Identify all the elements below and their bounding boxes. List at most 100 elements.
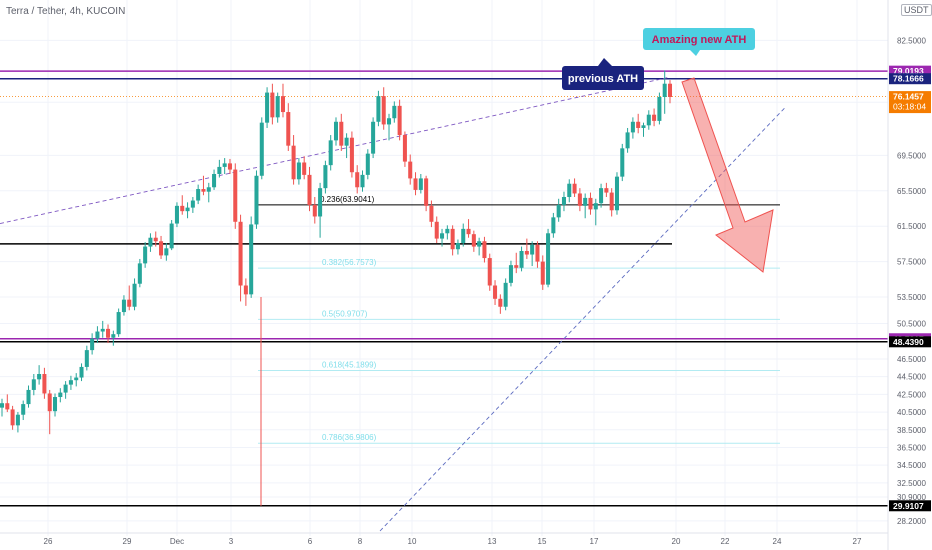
price-label-bg [889,91,931,114]
candle [625,127,630,153]
candle [90,333,95,355]
candle-body [280,96,285,113]
candle [482,236,487,263]
candle [614,172,619,215]
candle [180,195,185,215]
candle [424,175,429,212]
candle [445,225,450,240]
candle [243,278,248,306]
x-tick-label: 20 [672,537,681,546]
candle-body [471,234,476,247]
candle-body [482,241,487,259]
y-tick-label: 82.5000 [897,36,926,45]
x-tick-label: 29 [123,537,132,546]
candle-body [212,173,217,188]
callout-text: Amazing new ATH [652,34,747,46]
candle [344,133,349,159]
candle-body [153,237,158,242]
candle-body [662,83,667,97]
candle [21,400,26,421]
currency-badge[interactable]: USDT [901,4,932,16]
candle-body [355,172,360,188]
candle [318,182,323,238]
candle [620,143,625,182]
candle-body [577,193,582,206]
candle [546,228,551,288]
candle [190,197,195,213]
candle [657,92,662,125]
candle [535,241,540,268]
candle-body [609,192,614,211]
time-axis: 26 29 Dec 3 6 8 10 13 15 17 20 22 24 27 [0,532,888,546]
candle-body [514,265,519,268]
candle [106,324,111,344]
candle [307,166,312,212]
y-tick-label: 28.2000 [897,517,926,526]
candle-body [503,282,508,307]
candle-body [15,414,20,426]
candle-body [333,121,339,141]
candle [583,193,588,219]
candle-body [116,312,121,335]
candle [148,233,153,252]
candle [455,239,460,255]
candle-body [74,377,79,381]
candle-body [121,299,126,313]
candle [355,165,360,194]
candle-body [5,403,10,410]
candle-body [132,283,137,307]
candle-body [636,121,641,128]
candle-body [556,204,561,218]
y-tick-label: 40.5000 [897,408,926,417]
candle-body [222,163,227,167]
y-tick-label: 69.5000 [897,151,926,160]
candlestick-series [0,70,673,435]
candle [434,216,439,244]
x-tick-label: 13 [488,537,497,546]
candle [392,101,397,123]
y-tick-label: 53.5000 [897,293,926,302]
resistance-trendline [0,77,669,224]
x-tick-label: 17 [590,537,599,546]
candle [296,158,301,185]
candle-body [440,233,445,239]
candle [450,225,455,256]
y-tick-label: 38.5000 [897,426,926,435]
x-tick-label: 8 [358,537,363,546]
candle [312,197,317,224]
candle [519,246,524,272]
price-label-bg [889,500,931,512]
candle [37,365,42,385]
candle-body [641,125,646,128]
candle-body [630,121,635,133]
candle [667,80,673,104]
price-label: 29.9107 [889,500,931,512]
candle-body [296,162,301,180]
candle-body [233,169,238,222]
candle [100,320,105,338]
candle-body [26,389,31,405]
x-tick-label: 3 [229,537,234,546]
candle [26,385,31,408]
candle [418,173,423,194]
candle-body [95,331,100,339]
candle [111,330,116,346]
candle-body [31,379,36,390]
candle [477,237,482,256]
candle [360,170,365,192]
y-tick-label: 65.5000 [897,187,926,196]
price-label-text: 29.9107 [893,501,924,511]
candle [47,389,52,435]
candle [233,163,238,229]
candle [402,131,407,167]
x-tick-label: 24 [773,537,782,546]
y-tick-label: 42.5000 [897,390,926,399]
candle-body [286,112,291,146]
candle-body [593,203,598,210]
candle [466,219,471,238]
candle-body [424,178,429,206]
annotations: Amazing new ATH previous ATH [562,28,755,90]
callout-box [562,66,644,90]
